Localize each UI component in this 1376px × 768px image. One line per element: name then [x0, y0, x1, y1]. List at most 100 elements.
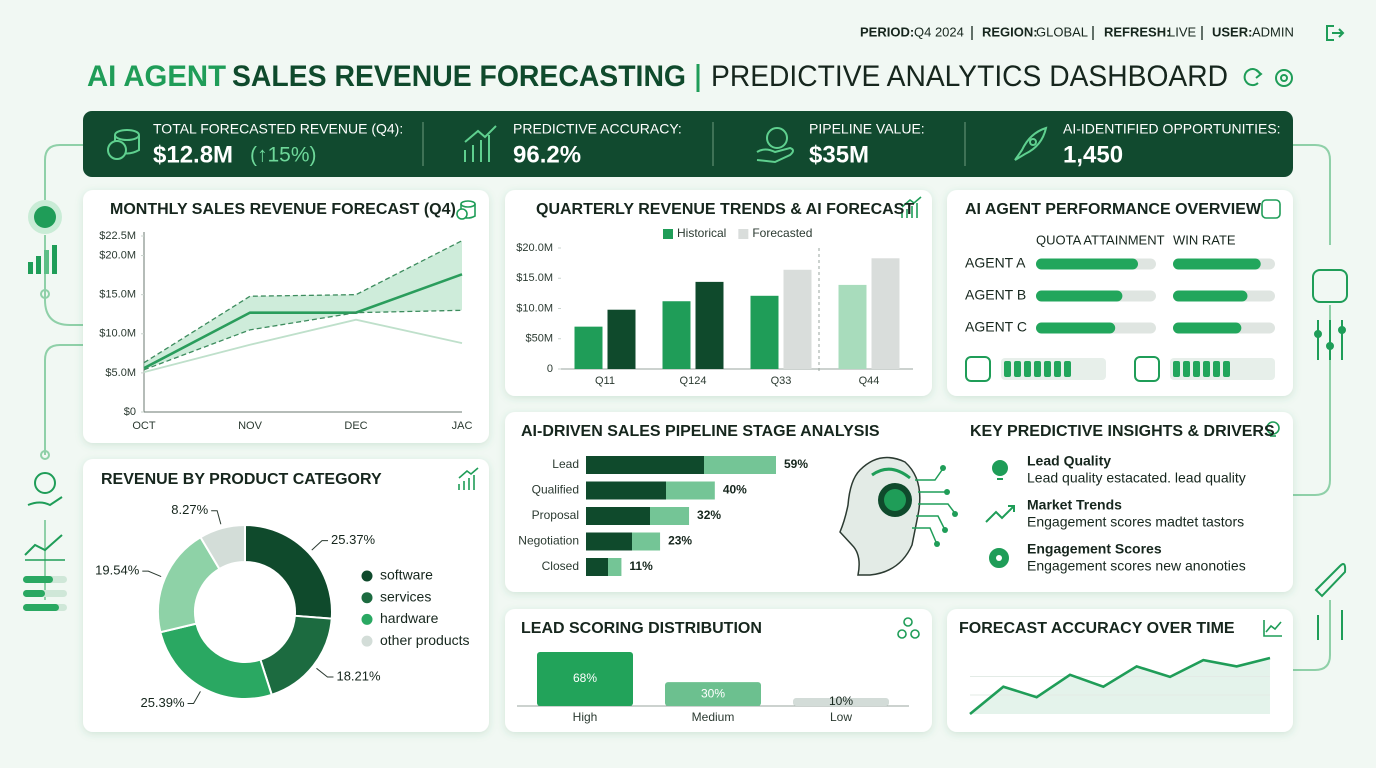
decoration — [940, 465, 946, 471]
legend-swatch — [663, 229, 673, 239]
decoration — [1134, 356, 1160, 382]
y-tick-label: $15.0M — [99, 289, 136, 301]
meta-value: LIVE — [1168, 24, 1197, 39]
value-label: 32% — [697, 508, 721, 522]
insight-icons — [985, 460, 1015, 568]
kpi-change: (↑15%) — [250, 144, 317, 167]
decoration — [1183, 361, 1190, 377]
bar — [1036, 322, 1116, 334]
connectors — [44, 144, 1331, 671]
decoration — [871, 467, 911, 480]
x-tick-label: Q33 — [771, 375, 792, 387]
meta-value: GLOBAL — [1036, 24, 1088, 39]
bar — [586, 481, 715, 500]
decoration — [1293, 144, 1331, 245]
series-line — [969, 656, 1271, 716]
y-tick-label: $5.0M — [105, 367, 136, 379]
decoration — [985, 505, 1015, 523]
x-tick-label: High — [573, 710, 598, 724]
value-label: 10% — [829, 694, 853, 708]
decoration — [1263, 620, 1282, 637]
decoration — [1326, 25, 1334, 41]
bar — [607, 309, 636, 369]
x-tick-label: Q44 — [859, 375, 880, 387]
row-label: AGENT C — [965, 319, 1027, 335]
decoration — [912, 527, 937, 543]
left-icons — [23, 200, 67, 611]
bar — [1173, 290, 1248, 302]
bar — [662, 301, 691, 369]
decoration — [1203, 361, 1210, 377]
meta-value: Q4 2024 — [914, 24, 964, 39]
decoration — [1261, 199, 1281, 219]
decoration — [1293, 600, 1331, 671]
value-label: 25.39% — [140, 695, 185, 710]
decoration — [942, 527, 948, 533]
card-icons — [456, 196, 1282, 639]
kpi-value: 1,450 — [1063, 141, 1123, 168]
legend-label: services — [380, 588, 431, 604]
decoration — [1266, 421, 1280, 435]
insight-text: Lead quality estacated. lead quality — [1027, 470, 1246, 486]
kpi-label: PREDICTIVE ACCURACY: — [513, 121, 682, 137]
settings-button[interactable] — [1275, 69, 1293, 87]
decoration — [992, 460, 1008, 476]
series-line — [143, 318, 463, 373]
decoration — [944, 489, 950, 495]
legend-label: Historical — [677, 226, 726, 240]
refresh-button[interactable] — [1243, 68, 1263, 87]
decoration — [36, 256, 41, 274]
column-header: WIN RATE — [1173, 232, 1236, 247]
row-label: Negotiation — [518, 534, 579, 548]
decoration — [897, 629, 907, 639]
logout-button[interactable] — [1326, 25, 1345, 41]
decoration — [40, 289, 50, 299]
insight-title: Market Trends — [1027, 497, 1122, 513]
bar — [871, 258, 900, 369]
kpi-icons — [107, 125, 1048, 164]
decoration — [1173, 361, 1180, 377]
y-tick-label: $20.0M — [99, 249, 136, 261]
decoration — [23, 604, 59, 611]
decoration — [934, 541, 940, 547]
decoration — [1338, 326, 1346, 334]
confidence-band — [144, 240, 462, 370]
legend-label: software — [380, 567, 433, 583]
decoration — [34, 472, 56, 494]
meta-key: REGION: — [982, 24, 1038, 39]
value-label: 11% — [629, 559, 653, 573]
y-tick-label: $10.0M — [99, 328, 136, 340]
decoration — [903, 617, 913, 627]
kpi-value: $35M — [809, 141, 869, 168]
decoration — [1054, 361, 1061, 377]
series-line — [143, 273, 463, 370]
donut-slice — [244, 523, 333, 620]
decoration — [464, 125, 497, 162]
leader-line — [211, 510, 222, 525]
kpi-label: TOTAL FORECASTED REVENUE (Q4): — [153, 121, 403, 137]
card-title: KEY PREDICTIVE INSIGHTS & DRIVERS — [970, 423, 1275, 440]
decoration — [1004, 361, 1011, 377]
bar — [574, 326, 603, 369]
decoration — [1314, 563, 1347, 598]
decoration — [40, 450, 50, 460]
decoration — [44, 344, 83, 455]
value-label: 18.21% — [336, 668, 381, 683]
decoration — [901, 196, 922, 218]
row-label: AGENT B — [965, 287, 1026, 303]
meta-key: USER: — [1212, 24, 1252, 39]
decoration — [1280, 74, 1288, 82]
kpi-label: AI-IDENTIFIED OPPORTUNITIES: — [1063, 121, 1281, 137]
decoration — [916, 515, 945, 529]
decoration — [1332, 28, 1345, 38]
decoration — [1024, 361, 1031, 377]
bar — [586, 558, 622, 576]
value-label: 59% — [784, 457, 808, 471]
legend-swatch — [361, 570, 373, 582]
row-label: Lead — [552, 457, 579, 471]
x-tick-label: Q11 — [595, 375, 615, 387]
decoration — [1312, 269, 1348, 303]
kpi-value: 96.2% — [513, 141, 581, 168]
